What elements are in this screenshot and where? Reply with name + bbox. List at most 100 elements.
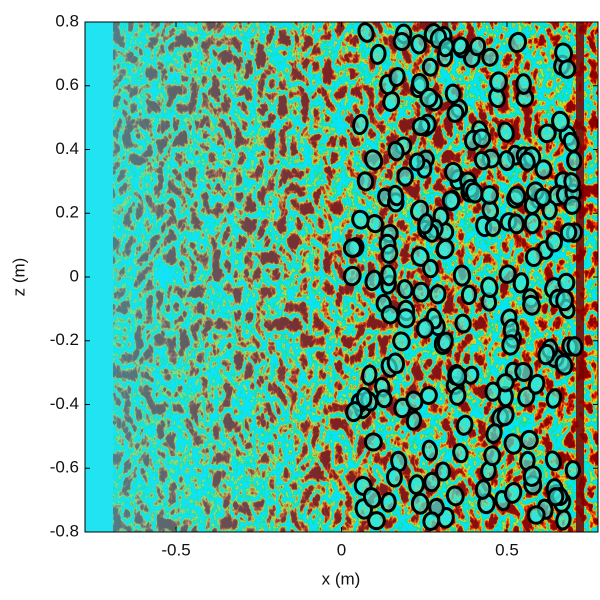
scatterer-ring: [555, 509, 572, 531]
scatterer-ring: [566, 150, 583, 172]
scatterer-ring: [437, 37, 455, 58]
scatterer-ring: [555, 289, 574, 312]
scatterer-ring: [421, 439, 438, 462]
scatterer-ring: [386, 352, 406, 375]
y-tick-label: 0.8: [55, 11, 79, 30]
y-tick-label: 0.4: [55, 139, 79, 158]
scatterer-ring: [460, 284, 478, 306]
scatterer-ring: [526, 505, 546, 525]
scatterer-ring: [537, 343, 556, 366]
scatterer-ring: [387, 184, 405, 207]
scatterer-ring: [485, 423, 503, 444]
scatterer-ring: [534, 187, 552, 207]
scatterer-ring: [484, 217, 502, 238]
scatterer-ring: [518, 151, 536, 172]
scatterer-ring: [501, 334, 520, 356]
scatterer-ring: [512, 272, 530, 294]
scatterer-ring: [410, 492, 430, 515]
scatterer-ring: [429, 284, 447, 305]
scatterer-ring: [481, 47, 499, 67]
scatterer-ring: [412, 281, 431, 303]
y-axis-label: z (m): [9, 258, 28, 297]
scatterer-ring: [519, 429, 539, 450]
x-tick-label: -0.5: [161, 540, 190, 559]
scatterer-ring: [405, 390, 424, 411]
scatterer-ring: [452, 264, 472, 287]
scatterer-ring: [352, 114, 369, 136]
scatterer-ring: [496, 373, 515, 393]
scatterer-ring: [392, 331, 411, 352]
scatterer-ring: [387, 140, 405, 162]
scatterer-ring: [566, 336, 584, 357]
scatterer-ring: [355, 386, 373, 409]
y-tick-label: 0.2: [55, 203, 79, 222]
scatterer-ring: [527, 373, 546, 395]
scatterer-ring: [507, 185, 527, 206]
scatterer-ring: [351, 209, 370, 230]
x-tick-label: 0.5: [495, 540, 519, 559]
scatterer-ring: [422, 258, 439, 279]
scatterer-ring: [388, 66, 406, 87]
scatterer-ring: [563, 172, 581, 193]
scatterer-ring: [522, 465, 542, 487]
scatterer-ring: [364, 149, 384, 171]
scatterer-ring: [564, 460, 581, 480]
scatterer-ring: [480, 276, 499, 299]
scatterer-ring: [473, 150, 491, 171]
scatterer-ring: [484, 381, 502, 402]
scatterer-ring: [562, 131, 580, 153]
y-tick-label: -0.8: [50, 521, 79, 540]
scatterer-ring: [410, 34, 427, 55]
scatterer-ring: [483, 445, 502, 467]
scatterer-ring: [435, 238, 455, 260]
scatterer-ring: [468, 36, 487, 57]
x-tick-label: 0: [337, 540, 346, 559]
scatterer-ring: [496, 405, 515, 427]
y-tick-label: -0.2: [50, 330, 79, 349]
scatterer-ring: [423, 471, 441, 493]
scatterer-ring: [514, 362, 533, 382]
scatterer-ring: [380, 304, 400, 325]
scatterer-ring: [419, 87, 439, 109]
scatterer-ring: [392, 32, 411, 52]
scatterer-ring: [385, 467, 403, 488]
scatterer-ring: [363, 432, 383, 452]
scatterer-ring: [421, 57, 439, 77]
scatterer-ring: [345, 401, 364, 423]
scatterer-ring: [396, 166, 414, 187]
scatterer-ring: [342, 265, 362, 287]
scatterer-ring: [444, 83, 462, 105]
scatterer-ring: [455, 414, 474, 436]
scatterer-ring: [498, 264, 517, 285]
scatterer-ring: [465, 182, 484, 204]
scatterer-ring: [375, 389, 393, 409]
scatterer-ring: [557, 272, 576, 293]
scatterer-ring: [364, 269, 382, 292]
edge-strip: [576, 22, 584, 532]
scatterer-ring: [452, 443, 469, 464]
scatterer-ring: [537, 123, 557, 144]
scatterer-ring: [563, 195, 582, 215]
scatterer-ring: [545, 231, 564, 253]
scatterer-ring: [415, 318, 435, 339]
scatterer-ring: [497, 121, 515, 143]
scatterer-ring: [435, 461, 452, 482]
y-tick-label: 0.6: [55, 75, 79, 94]
scatterer-ring: [396, 308, 416, 329]
scatterer-ring: [448, 365, 468, 387]
y-tick-label: 0: [70, 266, 79, 285]
scatterer-ring: [559, 222, 578, 243]
scatterer-ring: [422, 511, 441, 531]
scatterer-ring: [472, 128, 492, 149]
scatterer-ring: [396, 279, 414, 300]
scatterer-ring: [419, 386, 438, 405]
scatterer-ring: [367, 511, 386, 531]
scatterer-ring: [436, 331, 454, 352]
scatterer-ring: [507, 213, 525, 235]
scatterer-ring: [444, 161, 463, 183]
scatterer-ring: [489, 71, 508, 93]
scatterer-ring: [558, 59, 577, 79]
y-tick-label: -0.6: [50, 458, 79, 477]
scatterer-ring: [515, 73, 532, 95]
